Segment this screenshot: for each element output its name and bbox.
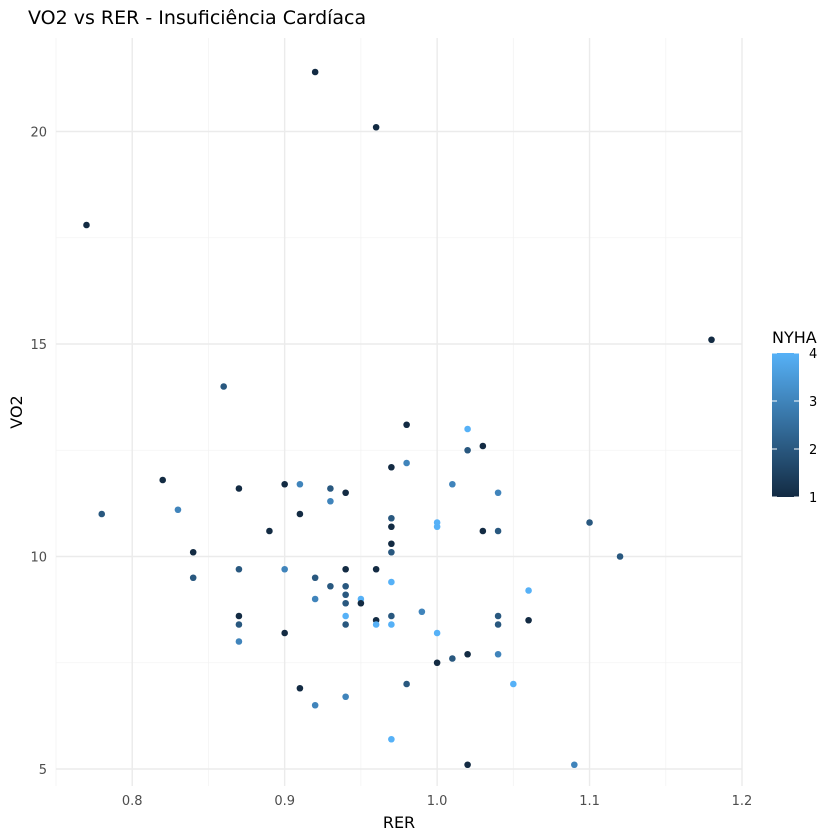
data-point bbox=[494, 650, 502, 658]
data-point bbox=[296, 510, 304, 518]
data-point bbox=[479, 442, 487, 450]
data-point bbox=[342, 599, 349, 607]
x-tick-label: 1.0 bbox=[427, 794, 448, 809]
data-point bbox=[281, 629, 288, 637]
data-point bbox=[357, 599, 365, 607]
data-point bbox=[418, 608, 426, 616]
x-tick-label: 1.1 bbox=[579, 794, 600, 809]
data-point bbox=[235, 621, 243, 628]
data-point bbox=[449, 480, 456, 488]
data-point bbox=[464, 761, 471, 769]
data-point bbox=[235, 638, 243, 645]
legend-tick-label: 4 bbox=[809, 347, 817, 362]
data-point bbox=[464, 650, 471, 658]
legend-title: NYHA bbox=[772, 328, 817, 347]
data-point bbox=[586, 519, 593, 526]
data-point bbox=[342, 565, 349, 573]
data-point bbox=[342, 591, 349, 599]
data-points bbox=[83, 68, 715, 769]
legend-tick-label: 2 bbox=[809, 443, 817, 458]
data-point bbox=[403, 680, 410, 688]
data-point bbox=[388, 523, 395, 531]
legend-ticks: 1 2 3 4 bbox=[772, 347, 817, 506]
data-point bbox=[281, 480, 288, 488]
data-point bbox=[220, 383, 227, 390]
data-point bbox=[174, 506, 182, 514]
data-point bbox=[372, 621, 380, 628]
data-point bbox=[342, 489, 349, 497]
data-point bbox=[327, 485, 334, 492]
x-tick-label: 0.9 bbox=[274, 794, 295, 809]
data-point bbox=[708, 336, 715, 344]
data-point bbox=[494, 527, 502, 535]
data-point bbox=[235, 612, 243, 620]
data-point bbox=[98, 510, 106, 518]
x-tick-label: 0.8 bbox=[122, 794, 143, 809]
data-point bbox=[327, 497, 334, 505]
data-point bbox=[494, 489, 502, 497]
y-axis-ticks: 5 10 15 20 bbox=[30, 126, 47, 779]
data-point bbox=[494, 612, 502, 620]
data-point bbox=[266, 527, 273, 535]
y-tick-label: 5 bbox=[39, 763, 47, 778]
legend-colorbar bbox=[772, 353, 799, 497]
data-point bbox=[449, 655, 456, 662]
data-point bbox=[296, 480, 304, 488]
grid bbox=[55, 38, 743, 786]
data-point bbox=[189, 548, 197, 556]
data-point bbox=[235, 485, 243, 492]
data-point bbox=[372, 565, 380, 573]
data-point bbox=[403, 421, 410, 429]
x-axis-title: RER bbox=[383, 813, 415, 832]
data-point bbox=[403, 459, 410, 467]
legend-tick-label: 1 bbox=[809, 491, 817, 506]
data-point bbox=[433, 629, 441, 637]
y-tick-label: 15 bbox=[30, 338, 47, 353]
data-point bbox=[388, 621, 395, 628]
data-point bbox=[494, 621, 502, 628]
data-point bbox=[433, 523, 441, 531]
data-point bbox=[342, 612, 349, 620]
data-point bbox=[571, 761, 578, 769]
data-point bbox=[342, 582, 349, 590]
data-point bbox=[372, 123, 380, 131]
legend: NYHA 1 2 3 4 bbox=[772, 328, 817, 506]
data-point bbox=[235, 565, 243, 573]
legend-tick-label: 3 bbox=[809, 395, 817, 410]
data-point bbox=[616, 553, 624, 560]
data-point bbox=[388, 735, 395, 743]
x-axis-ticks: 0.8 0.9 1.0 1.1 1.2 bbox=[122, 794, 752, 809]
data-point bbox=[464, 425, 471, 433]
data-point bbox=[342, 693, 349, 701]
data-point bbox=[311, 68, 319, 76]
data-point bbox=[525, 587, 532, 594]
data-point bbox=[388, 463, 395, 471]
data-point bbox=[281, 565, 288, 573]
y-tick-label: 10 bbox=[30, 551, 47, 566]
chart-title: VO2 vs RER - Insuficiência Cardíaca bbox=[28, 7, 366, 29]
y-tick-label: 20 bbox=[30, 126, 47, 141]
data-point bbox=[388, 612, 395, 620]
data-point bbox=[464, 446, 471, 454]
data-point bbox=[388, 548, 395, 556]
data-point bbox=[159, 476, 167, 484]
data-point bbox=[342, 621, 349, 628]
data-point bbox=[510, 680, 517, 688]
data-point bbox=[433, 659, 441, 667]
data-point bbox=[479, 527, 487, 535]
data-point bbox=[388, 514, 395, 522]
data-point bbox=[296, 684, 304, 692]
data-point bbox=[83, 221, 90, 229]
data-point bbox=[388, 578, 395, 586]
data-point bbox=[525, 616, 532, 624]
data-point bbox=[388, 540, 395, 548]
data-point bbox=[189, 574, 197, 582]
x-tick-label: 1.2 bbox=[732, 794, 753, 809]
data-point bbox=[327, 582, 334, 590]
data-point bbox=[311, 701, 319, 709]
data-point bbox=[311, 574, 319, 582]
data-point bbox=[311, 595, 319, 603]
y-axis-title: VO2 bbox=[7, 395, 26, 428]
